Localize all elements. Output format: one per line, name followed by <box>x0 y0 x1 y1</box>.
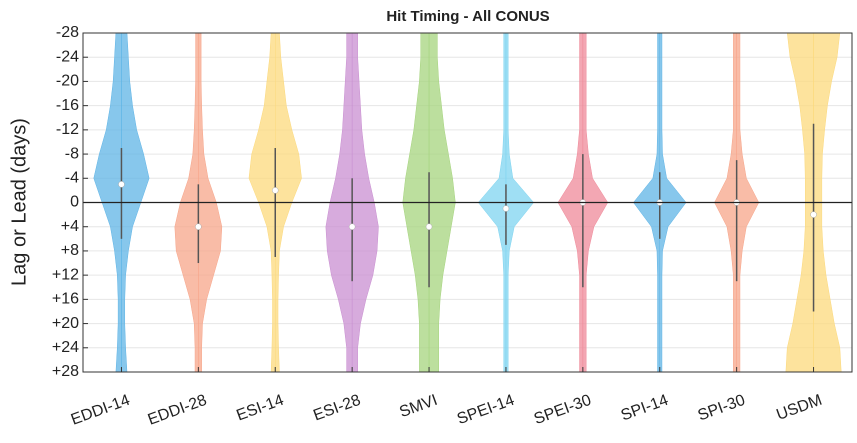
median-marker <box>810 211 817 218</box>
y-tick-label: +4 <box>61 218 79 235</box>
y-tick-label: -4 <box>65 170 79 187</box>
violin-half <box>785 32 814 373</box>
y-tick-label: +24 <box>52 339 79 356</box>
y-tick-label: -16 <box>56 97 79 114</box>
median-marker <box>502 205 510 212</box>
median-marker <box>118 181 125 188</box>
x-tick-label: SPEI-14 <box>455 392 517 428</box>
y-tick-label: +8 <box>61 242 79 259</box>
x-tick-label: ESI-28 <box>311 392 363 425</box>
chart-title: Hit Timing - All CONUS <box>386 8 549 25</box>
y-tick-label: +16 <box>52 291 79 308</box>
y-tick-label: -24 <box>56 48 79 65</box>
median-marker <box>348 223 356 230</box>
median-marker <box>272 187 279 194</box>
y-tick-label: 0 <box>70 194 79 211</box>
y-axis-label: Lag or Lead (days) <box>8 118 30 286</box>
y-tick-label: -28 <box>56 24 79 41</box>
x-tick-label: SMVI <box>397 392 440 421</box>
x-tick-label: SPI-30 <box>696 392 748 425</box>
x-tick-label: SPI-14 <box>619 392 671 425</box>
x-tick-label: ESI-14 <box>234 392 286 425</box>
y-tick-label: -20 <box>56 73 79 90</box>
y-tick-label: +20 <box>52 315 79 332</box>
y-tick-label: -12 <box>56 121 79 138</box>
y-tick-label: +28 <box>52 363 79 380</box>
x-tick-label: SPEI-30 <box>532 392 594 428</box>
x-tick-label: EDDI-28 <box>146 392 210 429</box>
x-tick-label: USDM <box>774 392 824 424</box>
y-tick-label: +12 <box>52 266 79 283</box>
violin-half <box>813 32 842 373</box>
plot-frame <box>82 32 853 373</box>
x-tick-label: EDDI-14 <box>69 392 133 429</box>
median-marker <box>425 223 433 230</box>
y-tick-label: -8 <box>65 145 79 162</box>
median-marker <box>195 223 202 230</box>
